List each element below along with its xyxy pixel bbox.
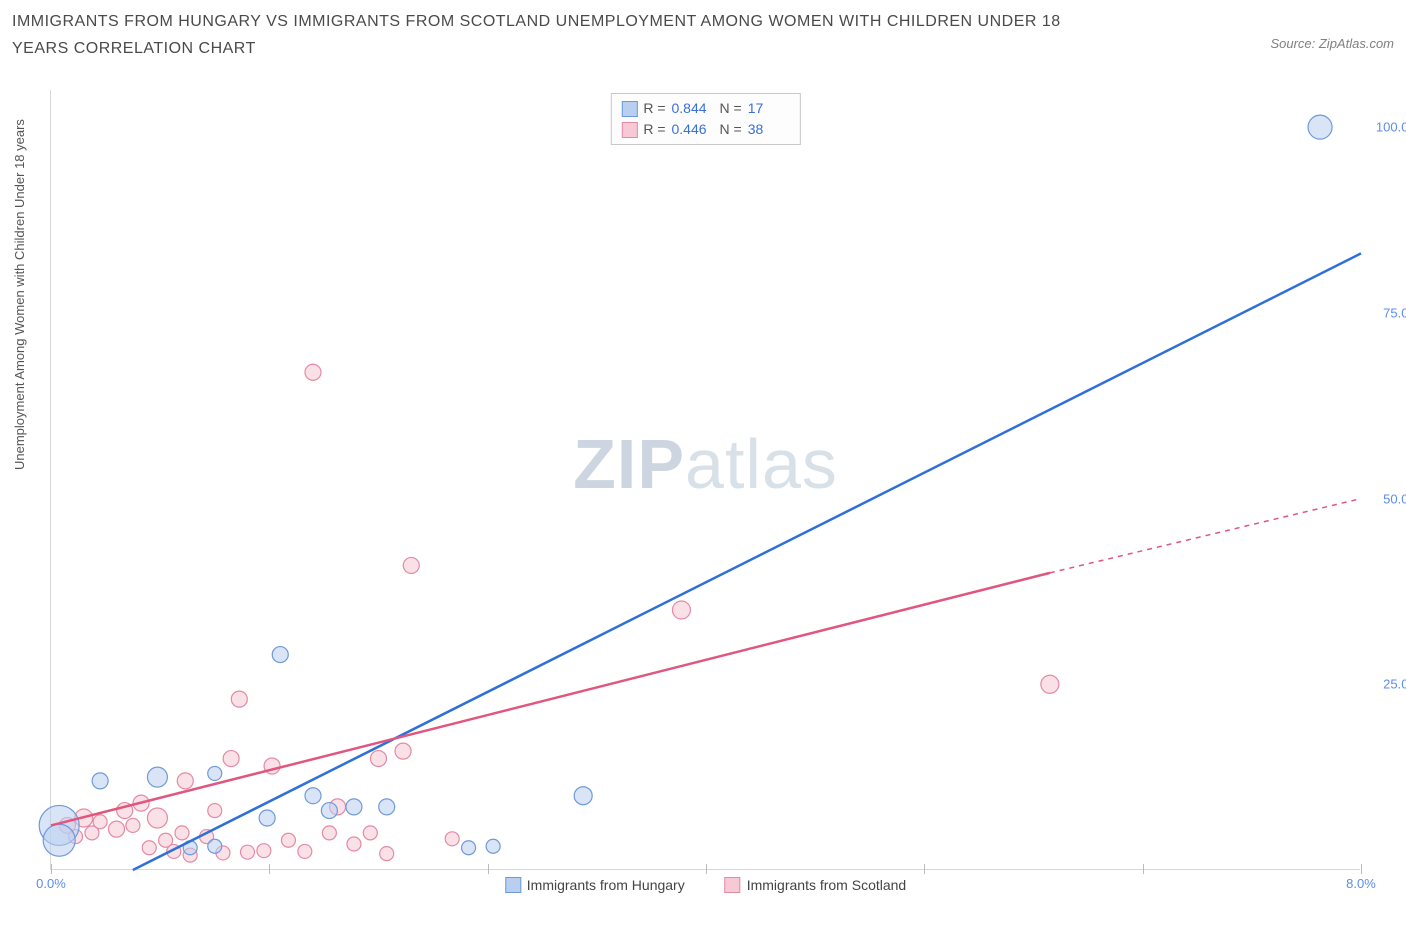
x-tick-mark bbox=[706, 864, 707, 874]
stats-row-hungary: R = 0.844 N = 17 bbox=[621, 98, 789, 119]
stat-r-label: R = bbox=[643, 119, 665, 140]
data-point-scotland bbox=[305, 364, 321, 380]
stat-r-label: R = bbox=[643, 98, 665, 119]
data-point-scotland bbox=[142, 841, 156, 855]
data-point-scotland bbox=[175, 826, 189, 840]
swatch-icon bbox=[505, 877, 521, 893]
data-point-scotland bbox=[93, 815, 107, 829]
stat-n-value: 17 bbox=[748, 98, 790, 119]
swatch-icon bbox=[621, 122, 637, 138]
data-point-hungary bbox=[92, 773, 108, 789]
scatter-plot bbox=[51, 90, 1360, 869]
stat-r-value: 0.446 bbox=[672, 119, 714, 140]
data-point-hungary bbox=[208, 839, 222, 853]
y-tick-label: 75.0% bbox=[1383, 305, 1406, 320]
x-tick-label: 8.0% bbox=[1346, 876, 1376, 891]
data-point-scotland bbox=[109, 821, 125, 837]
data-point-hungary bbox=[321, 803, 337, 819]
y-tick-label: 25.0% bbox=[1383, 677, 1406, 692]
x-tick-label: 0.0% bbox=[36, 876, 66, 891]
data-point-scotland bbox=[1041, 675, 1059, 693]
data-point-scotland bbox=[298, 844, 312, 858]
chart-title: IMMIGRANTS FROM HUNGARY VS IMMIGRANTS FR… bbox=[12, 8, 1112, 62]
data-point-scotland bbox=[672, 601, 690, 619]
data-point-scotland bbox=[223, 751, 239, 767]
y-tick-label: 50.0% bbox=[1383, 491, 1406, 506]
data-point-scotland bbox=[395, 743, 411, 759]
stat-n-label: N = bbox=[720, 119, 742, 140]
stat-r-value: 0.844 bbox=[672, 98, 714, 119]
data-point-scotland bbox=[208, 804, 222, 818]
data-point-hungary bbox=[147, 767, 167, 787]
data-point-scotland bbox=[322, 826, 336, 840]
data-point-scotland bbox=[445, 832, 459, 846]
correlation-stats-box: R = 0.844 N = 17 R = 0.446 N = 38 bbox=[610, 93, 800, 145]
data-point-scotland bbox=[347, 837, 361, 851]
data-point-hungary bbox=[574, 787, 592, 805]
data-point-scotland bbox=[147, 808, 167, 828]
data-point-hungary bbox=[208, 766, 222, 780]
y-tick-label: 100.0% bbox=[1376, 120, 1406, 135]
trend-line-scotland bbox=[51, 573, 1050, 826]
legend-label: Immigrants from Hungary bbox=[527, 877, 685, 893]
x-tick-mark bbox=[269, 864, 270, 874]
data-point-scotland bbox=[241, 845, 255, 859]
data-point-scotland bbox=[380, 847, 394, 861]
data-point-hungary bbox=[272, 647, 288, 663]
legend-item: Immigrants from Hungary bbox=[505, 877, 685, 893]
x-tick-mark bbox=[51, 864, 52, 874]
swatch-icon bbox=[621, 101, 637, 117]
y-axis-label: Unemployment Among Women with Children U… bbox=[12, 119, 27, 470]
x-tick-mark bbox=[1143, 864, 1144, 874]
x-tick-mark bbox=[488, 864, 489, 874]
data-point-hungary bbox=[1308, 115, 1332, 139]
data-point-hungary bbox=[379, 799, 395, 815]
data-point-hungary bbox=[346, 799, 362, 815]
data-point-hungary bbox=[462, 841, 476, 855]
swatch-icon bbox=[725, 877, 741, 893]
stat-n-value: 38 bbox=[748, 119, 790, 140]
stat-n-label: N = bbox=[720, 98, 742, 119]
data-point-scotland bbox=[257, 844, 271, 858]
data-point-scotland bbox=[403, 557, 419, 573]
legend: Immigrants from Hungary Immigrants from S… bbox=[505, 877, 906, 893]
x-tick-mark bbox=[924, 864, 925, 874]
chart-area: ZIPatlas R =0.844N =17R =0.446N =38 Immi… bbox=[50, 90, 1360, 870]
data-point-scotland bbox=[363, 826, 377, 840]
data-point-hungary bbox=[486, 839, 500, 853]
source-label: Source: ZipAtlas.com bbox=[1270, 36, 1394, 51]
data-point-hungary bbox=[305, 788, 321, 804]
data-point-scotland bbox=[281, 833, 295, 847]
data-point-hungary bbox=[259, 810, 275, 826]
legend-item: Immigrants from Scotland bbox=[725, 877, 907, 893]
legend-label: Immigrants from Scotland bbox=[747, 877, 907, 893]
data-point-scotland bbox=[177, 773, 193, 789]
x-tick-mark bbox=[1361, 864, 1362, 874]
data-point-hungary bbox=[43, 824, 75, 856]
data-point-scotland bbox=[231, 691, 247, 707]
trend-line-hungary bbox=[133, 253, 1361, 870]
data-point-scotland bbox=[126, 818, 140, 832]
trend-line-dash-scotland bbox=[1050, 499, 1361, 573]
data-point-scotland bbox=[371, 751, 387, 767]
stats-row-scotland: R = 0.446 N = 38 bbox=[621, 119, 789, 140]
